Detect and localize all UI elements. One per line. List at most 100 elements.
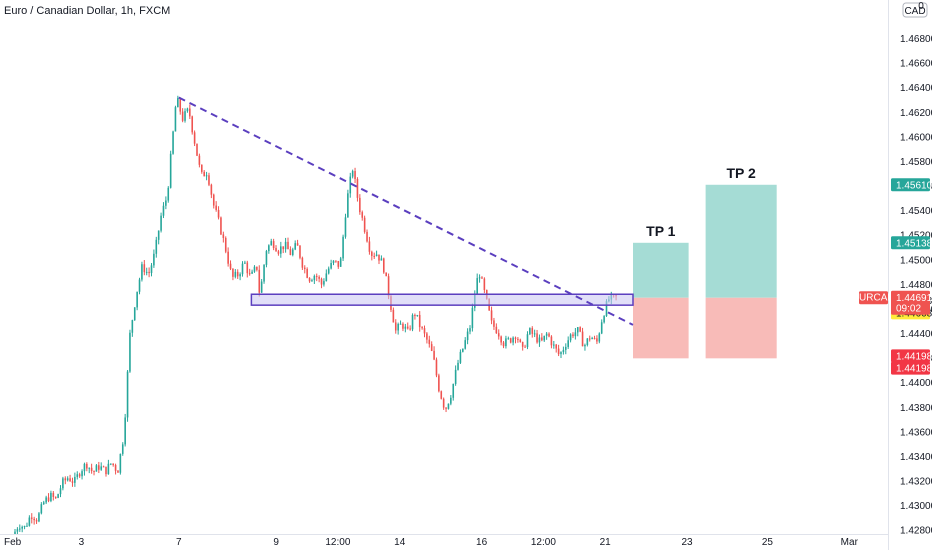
- candle-body: [229, 263, 232, 269]
- candle-body: [507, 338, 510, 340]
- candle-body: [222, 234, 225, 238]
- y-tick-label: 1.43000: [900, 501, 932, 512]
- y-tick-label: 1.46800: [900, 34, 932, 45]
- candle-body: [260, 281, 263, 293]
- candle-body: [191, 116, 194, 133]
- last-price-badge: [891, 290, 930, 315]
- candle-body: [481, 277, 483, 279]
- trendline[interactable]: [178, 96, 634, 326]
- candle-body: [212, 194, 215, 206]
- candle-body: [74, 476, 76, 483]
- time-axis-bg: [0, 535, 888, 550]
- profit-zone[interactable]: [705, 184, 777, 298]
- candle-body: [54, 496, 57, 498]
- candle-body: [138, 279, 141, 292]
- candle-body: [349, 176, 352, 194]
- candle-body: [71, 481, 74, 483]
- last-price-text: 1.44691: [896, 293, 932, 304]
- drawings-layer: [178, 96, 634, 326]
- candle-body: [323, 281, 325, 285]
- loss-zone[interactable]: [705, 297, 777, 359]
- candle-body: [538, 337, 541, 343]
- candle-body: [287, 241, 289, 250]
- candle-body: [236, 271, 239, 277]
- candle-body: [555, 344, 558, 349]
- candle-body: [318, 276, 320, 279]
- candle-body: [155, 239, 158, 254]
- candle-body: [258, 269, 261, 293]
- candle-body: [157, 230, 160, 240]
- candle-body: [339, 258, 342, 267]
- candle-body: [282, 246, 285, 250]
- candle-body: [291, 249, 294, 255]
- candle-body: [497, 333, 500, 337]
- candle-body: [356, 178, 359, 198]
- candle-body: [382, 258, 385, 273]
- candle-body: [471, 307, 474, 329]
- candle-body: [57, 494, 59, 498]
- candle-body: [397, 323, 399, 331]
- candle-body: [78, 474, 81, 477]
- candle-body: [325, 273, 328, 282]
- candle-body: [603, 316, 605, 323]
- candle-body: [423, 328, 426, 334]
- candle-body: [445, 407, 447, 409]
- candle-body: [478, 277, 481, 279]
- candle-body: [303, 267, 306, 269]
- candle-body: [160, 215, 162, 231]
- currency-button[interactable]: CAD: [902, 2, 928, 18]
- x-tick-label: 7: [176, 537, 182, 548]
- x-tick-label: 12:00: [325, 537, 350, 548]
- candle-body: [428, 339, 431, 345]
- candle-body: [141, 264, 143, 280]
- candle-body: [16, 529, 19, 532]
- candle-body: [368, 241, 371, 252]
- candle-body: [569, 334, 572, 341]
- candle-body: [375, 254, 378, 257]
- candle-body: [284, 241, 287, 250]
- candle-body: [502, 342, 505, 347]
- candle-body: [462, 348, 464, 352]
- candle-body: [234, 271, 237, 277]
- symbol-tag: [859, 291, 888, 305]
- candle-body: [289, 249, 292, 255]
- candle-body: [450, 397, 452, 404]
- candle-body: [359, 197, 361, 213]
- candle-body: [200, 164, 203, 172]
- candle-body: [205, 175, 208, 177]
- candle-body: [526, 334, 529, 348]
- x-tick-label: 14: [394, 537, 406, 548]
- candle-body: [59, 488, 62, 495]
- candle-body: [588, 338, 591, 340]
- candle-body: [40, 504, 43, 514]
- candle-body: [95, 465, 98, 472]
- profit-zone[interactable]: [633, 242, 689, 298]
- candle-body: [107, 463, 110, 475]
- candle-body: [167, 187, 170, 201]
- candle-body: [186, 108, 189, 112]
- candle-body: [64, 478, 67, 481]
- candle-body: [454, 369, 457, 384]
- candle-body: [227, 251, 229, 264]
- candle-body: [308, 277, 311, 282]
- support-zone[interactable]: [250, 293, 634, 306]
- candle-body: [169, 153, 172, 188]
- candle-body: [572, 334, 574, 337]
- candle-body: [567, 340, 569, 347]
- loss-zone[interactable]: [633, 297, 689, 359]
- tp1-target-badge: [891, 236, 930, 250]
- candle-body: [562, 349, 565, 353]
- candle-body: [519, 339, 522, 342]
- candle-body: [35, 520, 38, 522]
- stop-badge-1: [891, 349, 930, 363]
- tp-label: TP 1: [646, 223, 676, 239]
- candle-body: [21, 526, 23, 529]
- candle-body: [469, 328, 471, 332]
- candle-body: [373, 255, 376, 257]
- candle-body: [181, 111, 184, 121]
- candle-body: [301, 257, 304, 268]
- candle-body: [426, 333, 428, 340]
- candle-body: [150, 265, 153, 274]
